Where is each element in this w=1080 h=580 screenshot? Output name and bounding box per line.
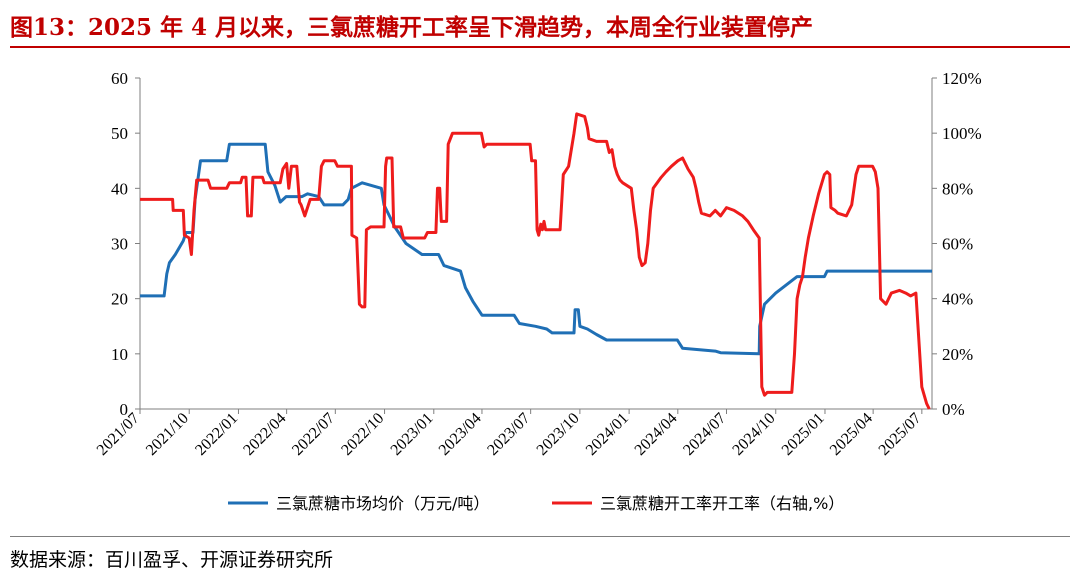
source-note: 数据来源：百川盈孚、开源证券研究所: [10, 549, 334, 571]
legend: 三氯蔗糖市场均价（万元/吨） 三氯蔗糖开工率开工率（右轴,%）: [228, 494, 844, 513]
x-tick-label: 2025/01: [779, 410, 828, 459]
y-right-tick-label: 60%: [942, 235, 973, 254]
x-tick-label: 2022/07: [289, 410, 338, 459]
chart: 0 10 20 30 40 50 60 0% 20% 40% 60% 80% 100% 120% 2021/…: [94, 69, 982, 513]
x-tick-label: 2024/07: [680, 410, 729, 459]
x-tick-label: 2021/10: [143, 410, 192, 459]
y-left-tick-label: 50: [111, 124, 128, 143]
y-left-tick-label: 0: [120, 400, 129, 419]
x-tick-label: 2021/07: [94, 410, 143, 459]
figure-title: 图13：2025 年 4 月以来，三氯蔗糖开工率呈下滑趋势，本周全行业装置停产: [10, 14, 814, 41]
y-left-tick-label: 30: [111, 235, 128, 254]
x-tick-label: 2025/04: [827, 410, 876, 459]
x-tick-label: 2023/07: [484, 410, 533, 459]
y-left-tick-label: 40: [111, 179, 128, 198]
y-right-tick-label: 120%: [942, 69, 982, 88]
y-right-tick-label: 100%: [942, 124, 982, 143]
x-tick-label: 2023/04: [436, 410, 485, 459]
x-tick-label: 2025/07: [876, 410, 925, 459]
price-series: [140, 142, 932, 356]
x-tick-label: 2023/10: [534, 410, 583, 459]
source-divider: [10, 536, 1070, 537]
y-right-tick-label: 40%: [942, 290, 973, 309]
title-divider: [10, 46, 1070, 48]
y-left-tick-label: 60: [111, 69, 128, 88]
x-tick-label: 2024/01: [583, 410, 632, 459]
y-right-tick-label: 20%: [942, 345, 973, 364]
axes: 0 10 20 30 40 50 60 0% 20% 40% 60% 80% 100% 120% 2021/…: [94, 69, 982, 459]
y-right-tick-label: 80%: [942, 179, 973, 198]
y-right-tick-label: 0%: [942, 400, 965, 419]
legend-price-label: 三氯蔗糖市场均价（万元/吨）: [276, 494, 489, 513]
legend-rate-label: 三氯蔗糖开工率开工率（右轴,%）: [600, 494, 844, 513]
rate-series-line: [140, 112, 931, 410]
rate-series: [140, 112, 931, 410]
x-tick-label: 2024/10: [729, 410, 778, 459]
x-tick-label: 2024/04: [632, 410, 681, 459]
x-tick-label: 2023/01: [388, 410, 437, 459]
x-tick-label: 2022/01: [192, 410, 241, 459]
x-tick-label: 2022/04: [240, 410, 289, 459]
y-left-tick-label: 20: [111, 290, 128, 309]
x-tick-label: 2022/10: [338, 410, 387, 459]
price-series-line: [140, 142, 932, 356]
y-left-tick-label: 10: [111, 345, 128, 364]
